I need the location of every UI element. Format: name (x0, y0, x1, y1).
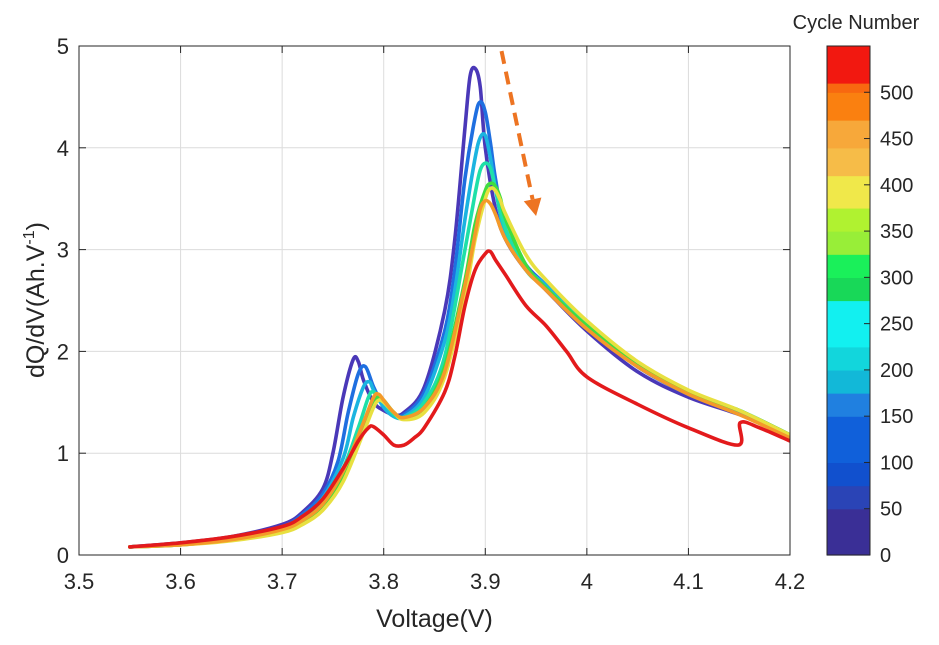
x-tick-label: 3.9 (470, 569, 501, 594)
x-tick-label: 4 (581, 569, 593, 594)
y-tick-label: 5 (57, 34, 69, 59)
colorbar-segment (827, 207, 870, 232)
colorbar-segment (827, 277, 870, 302)
colorbar-segment (827, 300, 870, 348)
colorbar-segment (827, 485, 870, 510)
colorbar-segment (827, 393, 870, 417)
x-tick-label: 4.1 (673, 569, 704, 594)
trend-annotation (499, 50, 542, 217)
x-tick-label: 3.5 (64, 569, 95, 594)
colorbar-tick-label: 50 (880, 499, 902, 521)
colorbar-segment (827, 416, 870, 464)
x-axis-label: Voltage(V) (376, 605, 493, 633)
series-line (128, 198, 790, 549)
colorbar-segment (827, 46, 870, 84)
y-tick-label: 0 (57, 543, 69, 568)
colorbar-segment (827, 147, 870, 177)
y-tick-label: 4 (57, 136, 69, 161)
y-tick-label: 2 (57, 339, 69, 364)
colorbar-tick-label: 150 (880, 406, 913, 428)
colorbar-segment (827, 120, 870, 149)
y-tick-label: 3 (57, 238, 69, 263)
colorbar-tick-label: 350 (880, 221, 913, 243)
colorbar-tick-label: 250 (880, 314, 913, 336)
x-tick-label: 3.8 (368, 569, 399, 594)
colorbar-segment (827, 346, 870, 371)
colorbar-segment (827, 231, 870, 255)
colorbar-tick-label: 100 (880, 452, 913, 474)
colorbar-frame (826, 45, 871, 556)
colorbar-segment (827, 462, 870, 487)
series-line (128, 249, 790, 549)
plot-area (79, 46, 790, 555)
colorbar-tick-label: 400 (880, 175, 913, 197)
y-tick-label: 1 (57, 441, 69, 466)
trend-arrow-shaft (499, 50, 535, 200)
colorbar-segment (827, 369, 870, 394)
y-axis-label: dQ/dV(Ah.V-1) (21, 222, 50, 378)
colorbar-segment (827, 254, 870, 278)
grid-lines (79, 46, 790, 555)
colorbar-segment (827, 83, 870, 93)
colorbar-tick-label: 450 (880, 129, 913, 151)
plot-frame (78, 45, 791, 556)
colorbar-tick-label: 300 (880, 267, 913, 289)
x-tick-label: 3.6 (165, 569, 196, 594)
colorbar: 0 50 100 150 200 250 300 350 400 450 500 (826, 45, 913, 567)
x-tick-label: 3.7 (267, 569, 298, 594)
colorbar-tick-label: 0 (880, 545, 891, 567)
trend-arrow-head (523, 197, 542, 217)
axes: 3.5 3.6 3.7 3.8 3.9 4 4.1 4.2 0 1 2 3 4 5 (57, 34, 806, 594)
colorbar-segment (827, 175, 870, 209)
colorbar-title: Cycle Number (793, 12, 920, 34)
data-series (128, 65, 790, 549)
colorbar-segment (827, 508, 870, 556)
x-tick-label: 4.2 (775, 569, 806, 594)
colorbar-tick-label: 500 (880, 82, 913, 104)
colorbar-tick-label: 200 (880, 360, 913, 382)
colorbar-segment (827, 92, 870, 121)
